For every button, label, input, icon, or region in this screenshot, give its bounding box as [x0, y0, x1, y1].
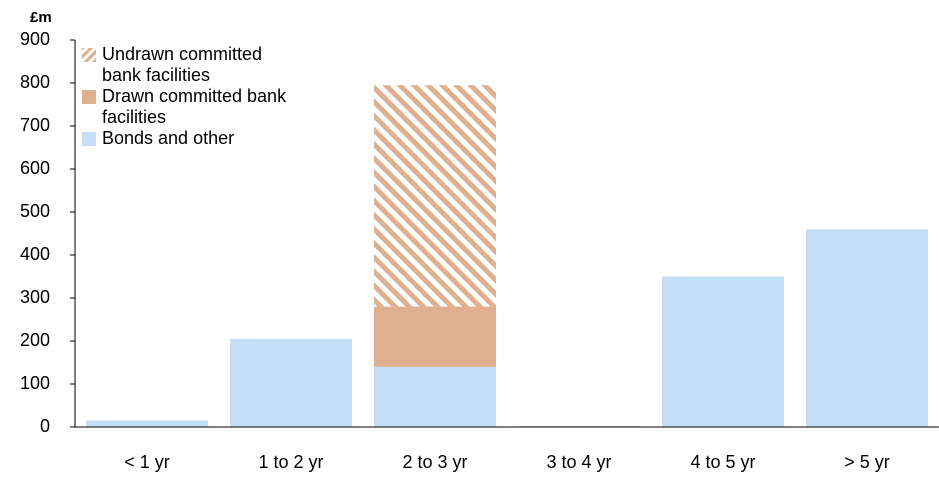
legend-label: Bonds and other: [102, 128, 235, 148]
legend-item: Drawn committed bank facilities: [82, 86, 292, 128]
y-tick-label: 700: [20, 115, 50, 135]
bar-segment: [374, 306, 496, 367]
bar-segment: [230, 338, 352, 427]
legend-swatch: [82, 132, 96, 146]
bar-segment: [662, 276, 784, 427]
y-tick-label: 900: [20, 29, 50, 49]
y-tick-label: 200: [20, 330, 50, 350]
legend: Undrawn committed bank facilities Drawn c…: [82, 44, 292, 149]
y-tick-label: 500: [20, 201, 50, 221]
y-tick-label: 100: [20, 373, 50, 393]
legend-item: Bonds and other: [82, 128, 292, 149]
x-tick-label: 4 to 5 yr: [690, 452, 755, 472]
y-tick-label: 0: [40, 416, 50, 436]
bar-segment: [374, 366, 496, 427]
x-tick-label: 3 to 4 yr: [546, 452, 611, 472]
y-tick-label: 600: [20, 158, 50, 178]
bar-segment: [806, 229, 928, 427]
legend-item: Undrawn committed bank facilities: [82, 44, 292, 86]
bar-segment: [86, 420, 208, 427]
x-tick-label: < 1 yr: [124, 452, 170, 472]
legend-swatch: [82, 90, 96, 104]
x-tick-label: > 5 yr: [844, 452, 890, 472]
bar-segment: [374, 85, 496, 307]
legend-swatch: [82, 48, 96, 62]
legend-label: Undrawn committed bank facilities: [102, 44, 263, 85]
x-tick-label: 1 to 2 yr: [258, 452, 323, 472]
y-tick-label: 800: [20, 72, 50, 92]
y-tick-label: 300: [20, 287, 50, 307]
x-tick-label: 2 to 3 yr: [402, 452, 467, 472]
y-unit-label: £m: [30, 9, 52, 26]
y-tick-label: 400: [20, 244, 50, 264]
legend-label: Drawn committed bank facilities: [102, 86, 287, 127]
